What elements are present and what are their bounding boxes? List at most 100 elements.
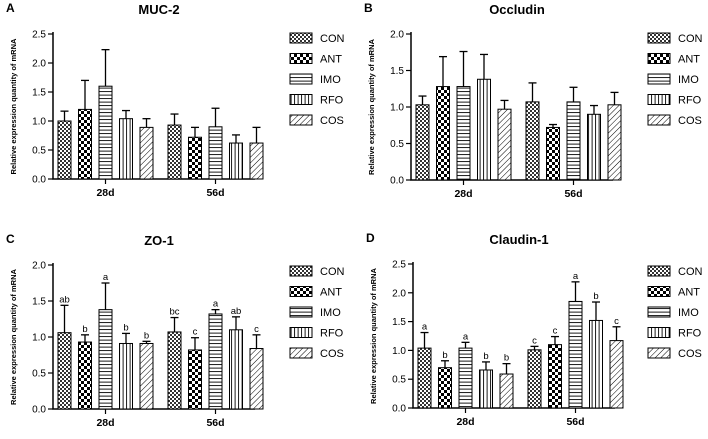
- legend-swatch-rfo: [647, 327, 671, 338]
- significance-letter: c: [614, 316, 619, 327]
- significance-letter: a: [463, 331, 469, 342]
- legend-label: RFO: [320, 95, 344, 107]
- bar-cos-28d: [497, 108, 512, 181]
- legend-label: RFO: [320, 328, 344, 340]
- legend-swatch-ant: [647, 53, 671, 64]
- y-tick-label: 1.5: [390, 66, 404, 77]
- legend: CON ANT IMO RFO COS: [647, 265, 703, 360]
- y-tick-label: 0.5: [392, 375, 406, 386]
- y-axis-label: Relative expression quantity of mRNA: [9, 38, 18, 174]
- panel-label: C: [6, 232, 15, 246]
- significance-letter: b: [593, 291, 598, 302]
- legend-swatch-imo: [289, 306, 313, 318]
- bar-ant-56d: [188, 349, 202, 410]
- legend: CON ANT IMO RFO COS: [647, 32, 703, 127]
- chart-title: MUC-2: [138, 2, 179, 17]
- panel-d: D Claudin-1 Relative expression quantity o…: [366, 231, 703, 428]
- significance-letter: c: [254, 324, 259, 335]
- bar-con-56d: [167, 124, 182, 180]
- y-tick-label: 1.5: [32, 297, 46, 308]
- legend-swatch-rfo: [289, 94, 313, 105]
- bar-cos-56d: [249, 142, 264, 180]
- bar-imo-28d: [98, 309, 113, 410]
- y-tick-label: 0.0: [392, 404, 406, 415]
- legend-swatch-cos: [647, 347, 671, 359]
- legend-swatch-con: [289, 32, 313, 44]
- y-axis-label: Relative expression quantity of mRNA: [367, 38, 376, 174]
- bar-cos-56d: [607, 104, 622, 181]
- significance-letter: c: [193, 327, 198, 338]
- legend-swatch-imo: [289, 73, 313, 85]
- significance-letter: a: [573, 271, 579, 282]
- y-tick-label: 2.0: [390, 30, 404, 41]
- bar-ant-28d: [78, 341, 92, 410]
- bar-imo-56d: [568, 300, 583, 409]
- y-axis-label: Relative expression quantity of mRNA: [369, 267, 378, 403]
- bar-cos-56d: [609, 340, 624, 409]
- panel-label: A: [6, 1, 15, 15]
- legend-label: COS: [320, 115, 344, 127]
- significance-letter: ab: [231, 306, 242, 317]
- x-tick-label: 28d: [96, 187, 114, 199]
- bar-ant-28d: [78, 108, 92, 180]
- legend: CON ANT IMO RFO COS: [289, 32, 345, 127]
- bar-imo-28d: [456, 86, 471, 181]
- legend-label: IMO: [678, 74, 699, 86]
- legend-swatch-con: [289, 265, 313, 277]
- bar-con-56d: [527, 349, 542, 409]
- legend-swatch-imo: [647, 306, 671, 318]
- y-tick-label: 0.0: [32, 405, 46, 416]
- y-tick-label: 0.5: [390, 139, 404, 150]
- legend-label: COS: [678, 348, 702, 360]
- legend-label: CON: [678, 266, 703, 278]
- y-tick-label: 1.5: [32, 88, 46, 99]
- legend-swatch-con: [647, 265, 671, 277]
- panel-label: D: [366, 231, 375, 245]
- significance-letter: c: [532, 335, 537, 346]
- x-tick-label: 56d: [206, 187, 224, 199]
- legend-label: RFO: [678, 95, 702, 107]
- significance-letter: a: [103, 272, 109, 283]
- bar-rfo-28d: [477, 78, 491, 181]
- y-tick-label: 2.0: [32, 261, 46, 272]
- legend-label: COS: [320, 348, 344, 360]
- y-tick-label: 1.0: [390, 103, 404, 114]
- chart-title: Claudin-1: [489, 232, 548, 247]
- legend-label: COS: [678, 115, 702, 127]
- legend-label: IMO: [320, 74, 341, 86]
- significance-letter: bc: [169, 307, 179, 318]
- legend-swatch-ant: [289, 286, 313, 297]
- bar-imo-28d: [458, 347, 473, 409]
- y-tick-label: 2.5: [392, 260, 406, 271]
- y-tick-label: 0.5: [32, 369, 46, 380]
- bar-rfo-28d: [479, 369, 493, 409]
- y-tick-label: 0.0: [32, 175, 46, 186]
- legend-label: ANT: [678, 287, 700, 299]
- legend-swatch-rfo: [647, 94, 671, 105]
- legend-label: ANT: [320, 287, 342, 299]
- bar-ant-56d: [548, 344, 562, 409]
- bar-con-28d: [57, 332, 72, 410]
- bar-cos-56d: [249, 348, 264, 410]
- legend-swatch-cos: [647, 114, 671, 126]
- y-tick-label: 0.0: [390, 176, 404, 187]
- y-tick-label: 1.0: [32, 117, 46, 128]
- bar-imo-56d: [566, 101, 581, 181]
- y-tick-label: 2.5: [32, 30, 46, 41]
- bar-rfo-28d: [119, 342, 133, 410]
- significance-letter: b: [504, 353, 509, 364]
- x-tick-label: 56d: [566, 416, 584, 428]
- legend-label: ANT: [678, 54, 700, 66]
- y-tick-label: 1.5: [392, 317, 406, 328]
- bar-rfo-56d: [589, 319, 603, 409]
- bar-con-56d: [525, 101, 540, 181]
- significance-letter: b: [144, 330, 149, 341]
- legend-label: RFO: [678, 328, 702, 340]
- bar-ant-28d: [436, 86, 450, 181]
- panel-c: C ZO-1 Relative expression quantity of mRN…: [6, 232, 345, 429]
- legend-swatch-imo: [647, 73, 671, 85]
- y-tick-label: 2.0: [32, 59, 46, 70]
- legend-swatch-ant: [289, 53, 313, 64]
- significance-letter: a: [213, 299, 219, 310]
